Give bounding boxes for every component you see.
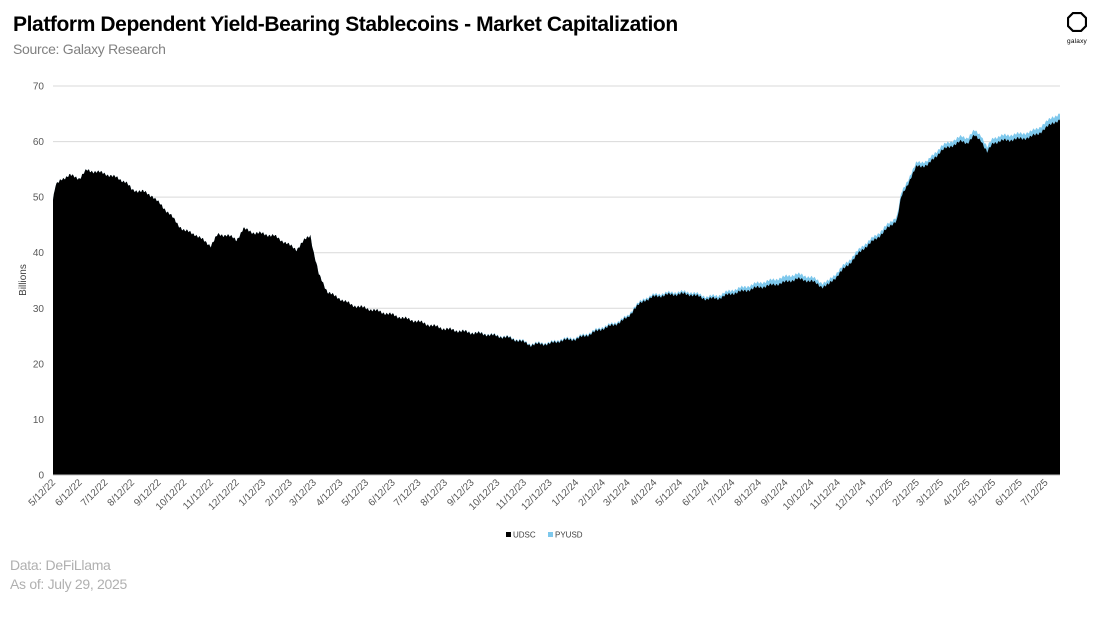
x-tick-label: 4/12/23	[314, 477, 346, 509]
y-tick-label: 60	[33, 137, 45, 148]
x-tick-label: 7/12/22	[79, 477, 111, 509]
x-tick-label: 7/12/23	[392, 477, 424, 509]
y-tick-label: 20	[33, 359, 45, 370]
logo-label: galaxy	[1067, 38, 1087, 45]
y-tick-label: 70	[33, 82, 45, 93]
x-tick-label: 1/12/25	[864, 477, 896, 509]
legend-swatch-pyusd	[548, 532, 553, 537]
y-tick-label: 30	[33, 304, 45, 315]
y-axis-title: Billions	[18, 264, 29, 296]
x-tick-label: 5/12/22	[27, 477, 59, 509]
y-tick-label: 10	[33, 415, 45, 426]
as-of-date: As of: July 29, 2025	[10, 576, 127, 592]
x-tick-label: 6/12/24	[680, 477, 712, 509]
x-tick-label: 8/12/22	[106, 477, 138, 509]
x-tick-label: 1/12/24	[550, 477, 582, 509]
y-tick-label: 40	[33, 248, 45, 259]
stacked-areas	[53, 113, 1060, 476]
chart-subtitle: Source: Galaxy Research	[13, 41, 166, 57]
y-tick-label: 0	[38, 471, 44, 482]
x-tick-label: 6/12/22	[53, 477, 85, 509]
x-axis-ticks: 5/12/226/12/227/12/228/12/229/12/2210/12…	[27, 477, 1051, 513]
x-tick-label: 8/12/23	[419, 477, 451, 509]
x-tick-label: 4/12/25	[941, 477, 973, 509]
x-tick-label: 3/12/23	[288, 477, 320, 509]
series-area-udsc	[53, 119, 1060, 476]
x-tick-label: 8/12/24	[733, 477, 765, 509]
x-tick-label: 6/12/23	[366, 477, 398, 509]
x-tick-label: 6/12/25	[993, 477, 1025, 509]
galaxy-logo: galaxy	[1064, 11, 1090, 45]
x-tick-label: 1/12/23	[237, 477, 269, 509]
x-tick-label: 3/12/24	[601, 477, 633, 509]
x-tick-label: 7/12/24	[706, 477, 738, 509]
x-tick-label: 4/12/24	[628, 477, 660, 509]
legend-label-pyusd: PYUSD	[555, 531, 583, 540]
y-tick-label: 50	[33, 193, 45, 204]
x-tick-label: 3/12/25	[915, 477, 947, 509]
legend-swatch-udsc	[506, 532, 511, 537]
data-source-note: Data: DeFiLlama	[10, 557, 111, 573]
x-tick-label: 5/12/23	[340, 477, 372, 509]
legend-label-udsc: UDSC	[513, 531, 536, 540]
legend: UDSC PYUSD	[506, 531, 583, 540]
chart-title: Platform Dependent Yield-Bearing Stablec…	[13, 13, 678, 36]
galaxy-logo-icon	[1066, 11, 1088, 33]
x-tick-label: 7/12/25	[1019, 477, 1051, 509]
x-tick-label: 5/12/25	[967, 477, 999, 509]
y-axis-ticks: 0 10 20 30 40 50 60 70	[33, 82, 45, 482]
x-tick-label: 5/12/24	[654, 477, 686, 509]
